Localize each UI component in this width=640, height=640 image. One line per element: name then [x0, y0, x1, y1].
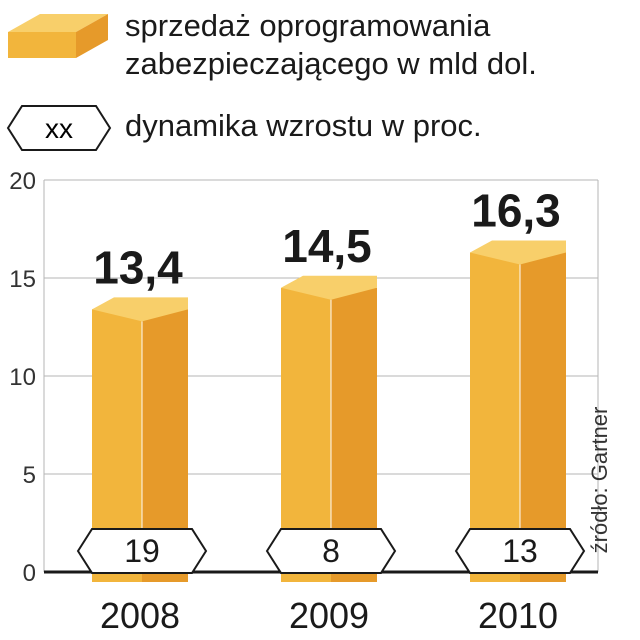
x-category-label: 2009 [289, 595, 369, 636]
growth-badge-shape [454, 528, 586, 574]
legend-badge-label: dynamika wzrostu w proc. [125, 108, 482, 143]
x-category-label: 2010 [478, 595, 558, 636]
growth-badge-label: 19 [124, 533, 160, 569]
y-tick-label: 10 [9, 364, 36, 391]
source-text: źródło: Gartner [587, 406, 612, 554]
growth-badge: 8 [265, 528, 397, 574]
bar-top-face [470, 240, 566, 265]
bar [470, 240, 566, 582]
bar-value-label: 16,3 [471, 185, 561, 237]
growth-badge-shape [76, 528, 208, 574]
bar-top-face [281, 275, 377, 300]
bar-value-label: 13,4 [93, 241, 183, 293]
growth-badge: 13 [454, 528, 586, 574]
x-category-label: 2008 [100, 595, 180, 636]
bar-value-label: 14,5 [282, 220, 372, 272]
legend-bar-label-line2: zabezpieczającego w mld dol. [125, 46, 537, 81]
y-tick-label: 15 [9, 266, 36, 293]
y-tick-label: 0 [23, 560, 36, 587]
bar-side-face [520, 252, 566, 582]
y-tick-label: 20 [9, 168, 36, 195]
bar-top-face [92, 297, 188, 322]
bar-front-face [470, 252, 520, 582]
legend-bar-label-line1: sprzedaż oprogramowania [125, 8, 491, 43]
growth-badge: 19 [76, 528, 208, 574]
legend-bar-swatch-icon [8, 14, 108, 58]
growth-badge-label: 8 [322, 533, 340, 569]
growth-badge-shape [265, 528, 397, 574]
y-tick-label: 5 [23, 462, 36, 489]
growth-badge-label: 13 [502, 533, 538, 569]
legend-badge-icon: xx [6, 105, 112, 151]
legend-badge-sample: xx [45, 113, 73, 144]
source-note: źródło: Gartner [587, 407, 620, 554]
